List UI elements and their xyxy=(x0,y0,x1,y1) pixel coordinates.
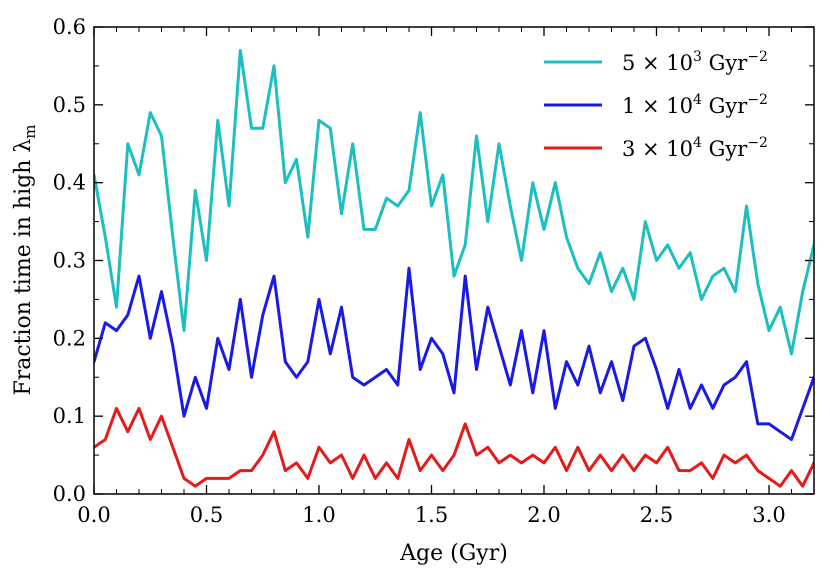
legend-label-part: 3 xyxy=(693,49,702,65)
legend-label-2: 1 × 104 Gyr−2 xyxy=(622,92,768,118)
ticks-layer: 0.0 0.5 1.0 1.5 2.0 2.5 3.0 0.0 0.1 0.2 0.3 0.4 0.5 0… xyxy=(53,15,814,527)
x-tick-label: 2.5 xyxy=(640,503,673,527)
series-line-3 xyxy=(94,406,814,488)
legend: 5 × 103 Gyr−21 × 104 Gyr−23 × 104 Gyr−2 xyxy=(544,49,768,161)
x-tick-label: 2.0 xyxy=(527,503,560,527)
x-tick-label: 0.5 xyxy=(190,503,223,527)
legend-label-1: 5 × 103 Gyr−2 xyxy=(622,49,768,75)
x-tick-label: 1.0 xyxy=(302,503,335,527)
x-tick-label: 3.0 xyxy=(752,503,785,527)
y-axis-title-subscript: m xyxy=(21,124,39,138)
y-tick-label: 0.3 xyxy=(53,249,86,273)
legend-label-part: −2 xyxy=(747,135,768,151)
y-tick-label: 0.2 xyxy=(53,326,86,350)
y-tick-label: 0.1 xyxy=(53,404,86,428)
legend-label-part: −2 xyxy=(747,92,768,108)
legend-label-part: 3 × 10 xyxy=(622,137,693,161)
legend-label-part: −2 xyxy=(747,49,768,65)
legend-label-part: 5 × 10 xyxy=(622,51,693,75)
x-axis-title: Age (Gyr) xyxy=(399,541,508,566)
legend-label-part: Gyr xyxy=(702,51,748,75)
y-tick-label: 0.0 xyxy=(53,482,86,506)
y-axis-title-main: Fraction time in high λ xyxy=(11,139,36,396)
series-line-2 xyxy=(94,266,814,441)
y-tick-label: 0.5 xyxy=(53,93,86,117)
legend-label-part: Gyr xyxy=(702,94,748,118)
legend-label-part: 4 xyxy=(693,92,702,108)
legend-label-3: 3 × 104 Gyr−2 xyxy=(622,135,768,161)
series-layer xyxy=(94,48,814,488)
legend-label-part: 1 × 10 xyxy=(622,94,693,118)
y-tick-label: 0.4 xyxy=(53,171,86,195)
series-line-1 xyxy=(94,48,814,356)
y-tick-label: 0.6 xyxy=(53,15,86,39)
y-axis-title: Fraction time in high λm xyxy=(11,124,39,395)
legend-label-part: 4 xyxy=(693,135,702,151)
legend-label-part: Gyr xyxy=(702,137,748,161)
x-tick-label: 1.5 xyxy=(415,503,448,527)
x-tick-label: 0.0 xyxy=(77,503,110,527)
